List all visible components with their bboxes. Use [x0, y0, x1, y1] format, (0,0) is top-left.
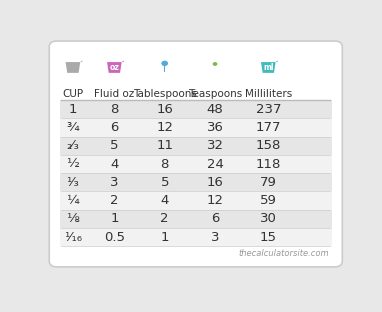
Text: CUP: CUP: [62, 89, 84, 99]
Text: 1: 1: [69, 103, 77, 115]
Text: 158: 158: [256, 139, 281, 152]
Text: 3: 3: [211, 231, 219, 244]
Text: oz: oz: [109, 63, 119, 72]
FancyBboxPatch shape: [49, 41, 342, 267]
Polygon shape: [122, 61, 124, 62]
Text: 237: 237: [256, 103, 281, 115]
Text: ⅛: ⅛: [66, 212, 79, 226]
Text: ¹⁄₃: ¹⁄₃: [66, 176, 79, 189]
Text: 16: 16: [207, 176, 223, 189]
Bar: [60, 155, 332, 173]
Text: 5: 5: [110, 139, 119, 152]
Text: thecalculatorsite.com: thecalculatorsite.com: [238, 250, 329, 258]
Polygon shape: [66, 62, 80, 73]
Text: Milliliters: Milliliters: [245, 89, 292, 99]
Text: 12: 12: [156, 121, 173, 134]
Text: 24: 24: [207, 158, 223, 171]
Text: 8: 8: [160, 158, 169, 171]
Text: ¹⁄₁₆: ¹⁄₁₆: [64, 231, 82, 244]
Polygon shape: [80, 61, 82, 62]
Text: 12: 12: [207, 194, 223, 207]
Text: 177: 177: [256, 121, 281, 134]
Text: 5: 5: [160, 176, 169, 189]
Text: Tablespoons: Tablespoons: [133, 89, 197, 99]
Text: 3: 3: [110, 176, 119, 189]
Bar: [60, 173, 332, 192]
Polygon shape: [276, 61, 278, 62]
Bar: [164, 65, 165, 72]
Bar: [60, 210, 332, 228]
Text: 15: 15: [260, 231, 277, 244]
Text: 32: 32: [207, 139, 223, 152]
Polygon shape: [107, 62, 122, 73]
Bar: [60, 100, 332, 118]
Text: Fluid oz: Fluid oz: [94, 89, 134, 99]
Polygon shape: [261, 62, 276, 73]
Text: 4: 4: [160, 194, 169, 207]
Bar: [60, 192, 332, 210]
Circle shape: [213, 62, 217, 66]
Text: Teaspoons: Teaspoons: [188, 89, 242, 99]
Text: 79: 79: [260, 176, 277, 189]
Text: 36: 36: [207, 121, 223, 134]
Bar: [60, 118, 332, 137]
Text: 0.5: 0.5: [104, 231, 125, 244]
Text: 59: 59: [260, 194, 277, 207]
Text: 2: 2: [110, 194, 119, 207]
Text: ¼: ¼: [66, 194, 79, 207]
Text: ¾: ¾: [66, 121, 79, 134]
Text: 1: 1: [160, 231, 169, 244]
Text: 11: 11: [156, 139, 173, 152]
Text: 6: 6: [211, 212, 219, 226]
Text: 4: 4: [110, 158, 118, 171]
Text: ml: ml: [263, 63, 274, 72]
Text: 6: 6: [110, 121, 118, 134]
Text: 48: 48: [207, 103, 223, 115]
Text: 30: 30: [260, 212, 277, 226]
Bar: [60, 137, 332, 155]
Text: 2: 2: [160, 212, 169, 226]
Text: 1: 1: [110, 212, 119, 226]
Circle shape: [161, 61, 168, 66]
Text: ½: ½: [66, 158, 79, 171]
Text: 16: 16: [156, 103, 173, 115]
Text: 8: 8: [110, 103, 118, 115]
Bar: [60, 228, 332, 246]
Text: ₂⁄₃: ₂⁄₃: [66, 139, 79, 152]
Text: 118: 118: [256, 158, 281, 171]
